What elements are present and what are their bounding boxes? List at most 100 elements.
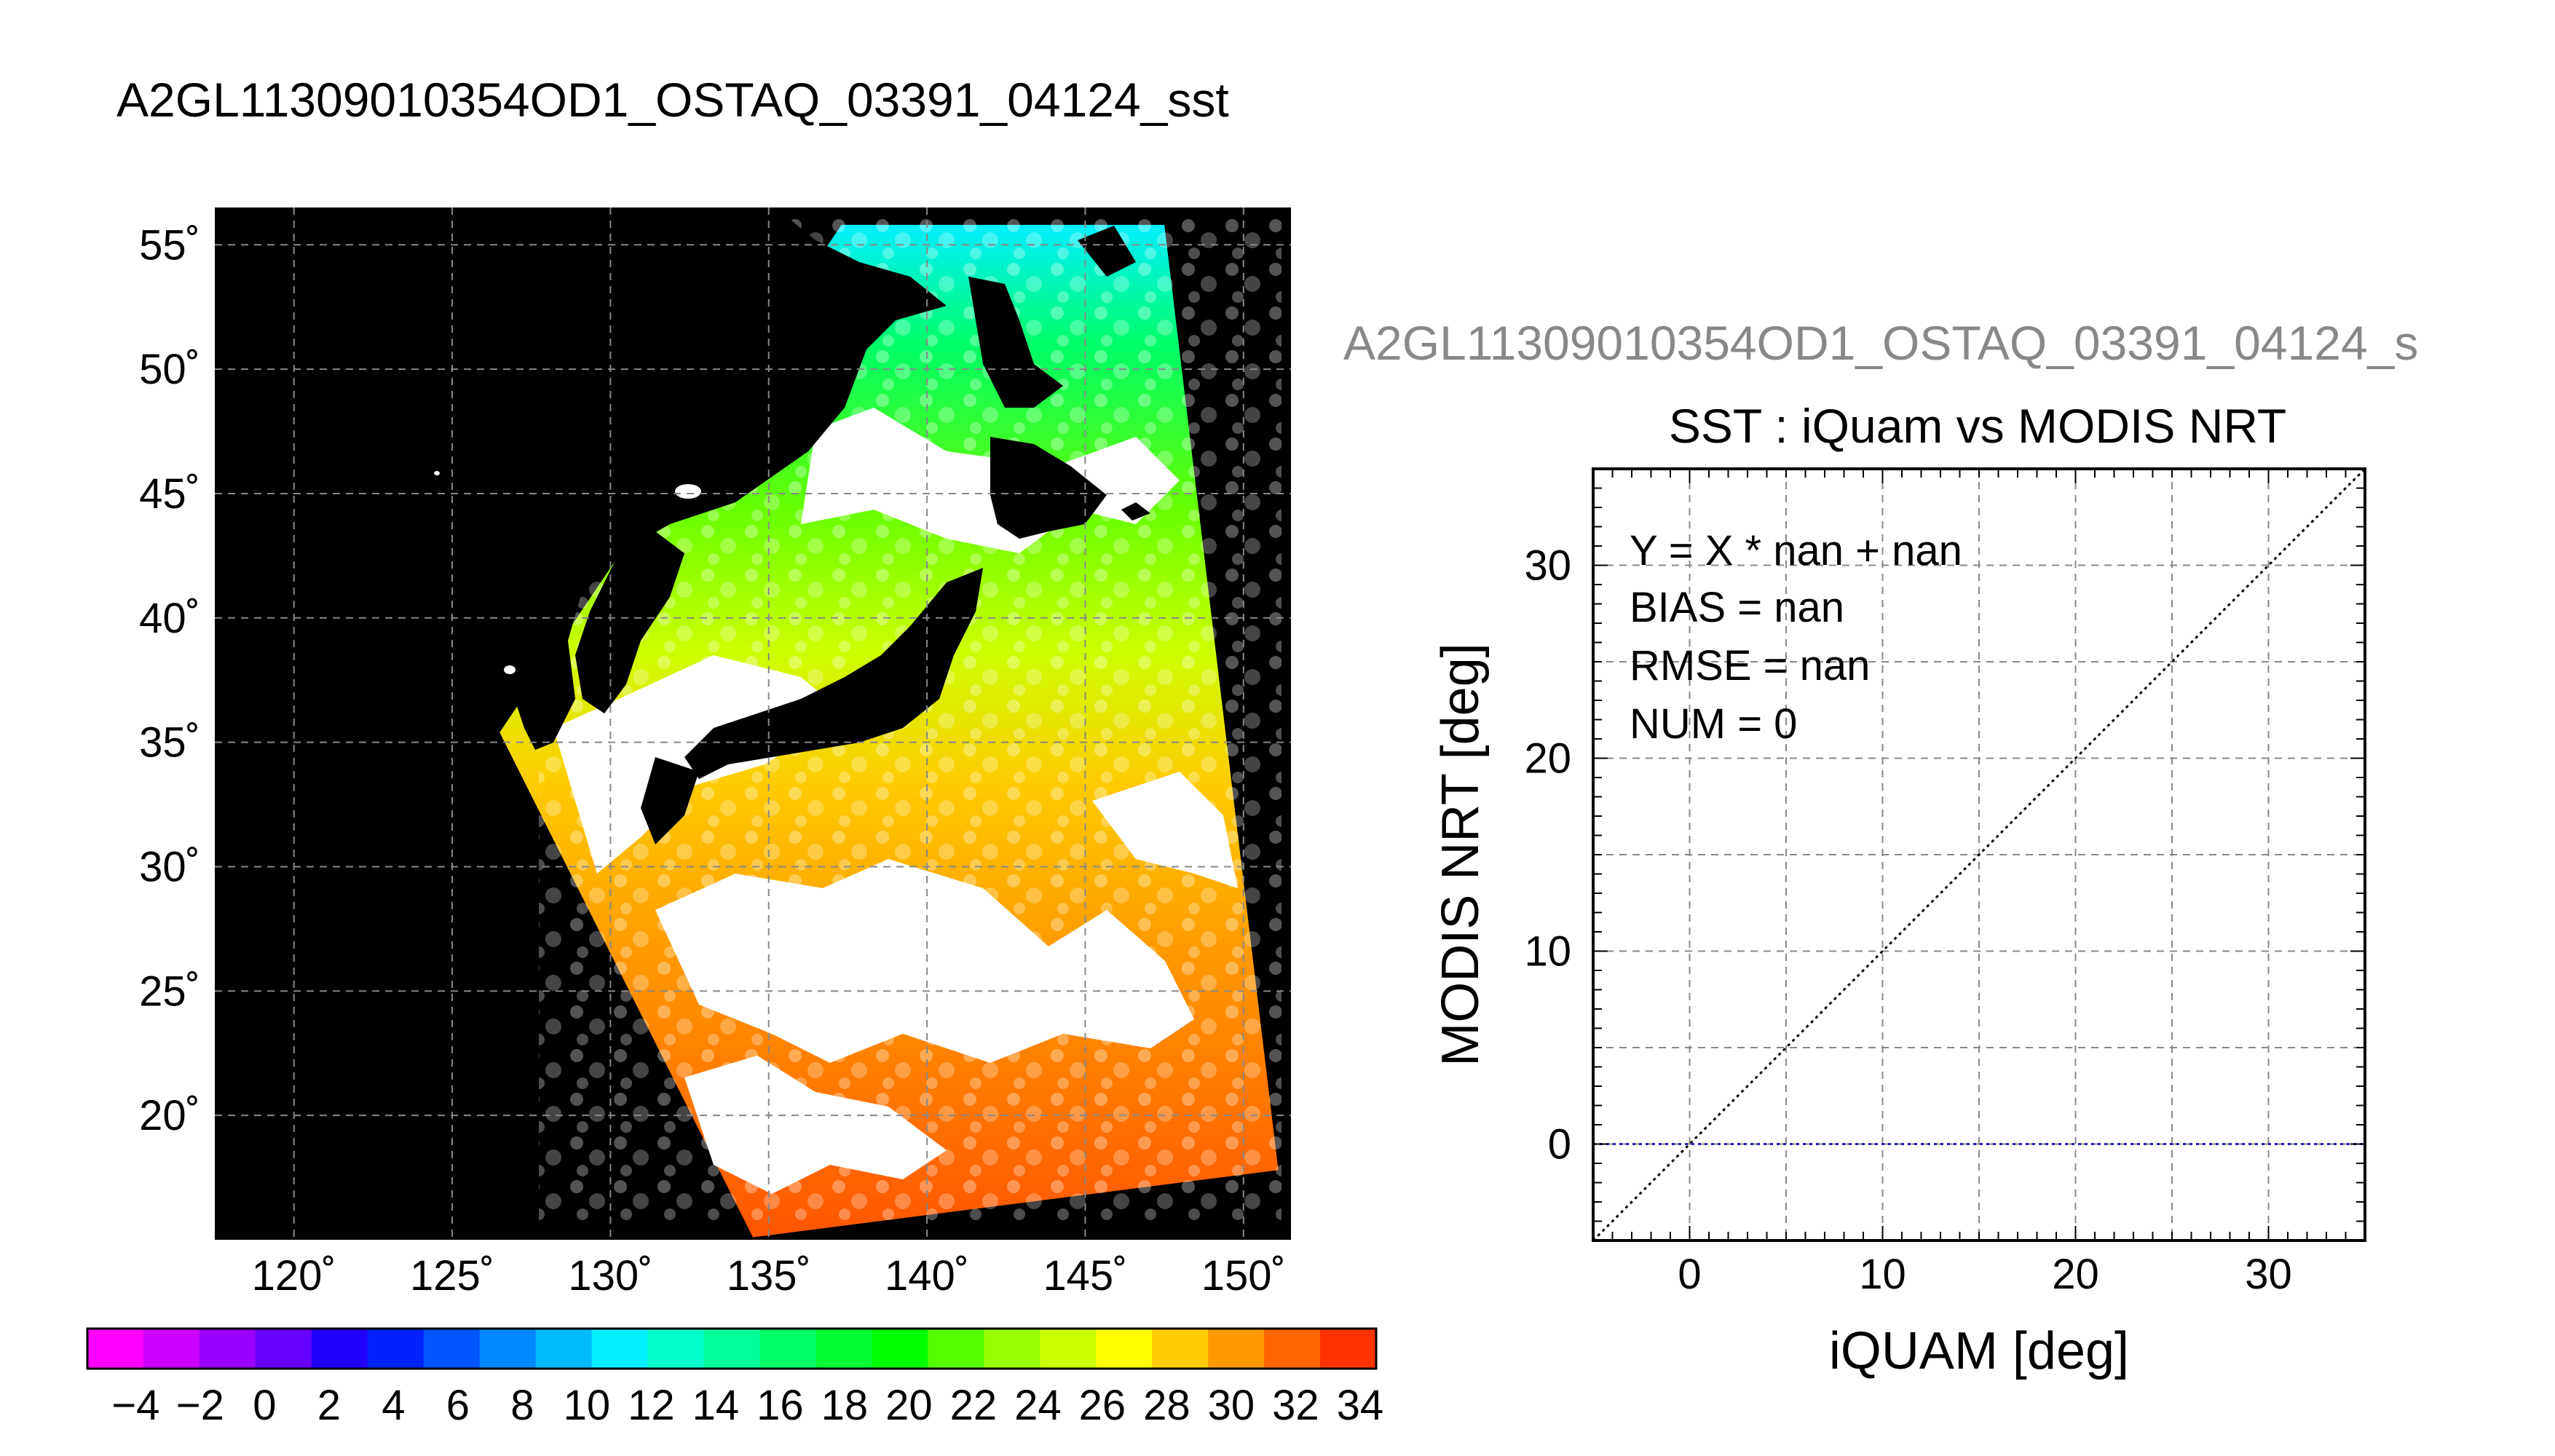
scatter-x-tick-labels: 0 10 20 30 xyxy=(1678,1251,2291,1298)
colorbar-tick-label: 4 xyxy=(382,1382,405,1429)
map-x-tick-label: 150˚ xyxy=(1201,1252,1286,1299)
map-y-tick-label: 30˚ xyxy=(139,843,200,890)
colorbar-tick-label: −2 xyxy=(176,1382,224,1429)
stat-rmse: RMSE = nan xyxy=(1630,642,1870,689)
colorbar-tick-label: 14 xyxy=(692,1382,740,1429)
scatter-title: SST : iQuam vs MODIS NRT xyxy=(1669,399,2286,453)
map-x-tick-label: 135˚ xyxy=(727,1252,811,1299)
stat-fit-equation: Y = X * nan + nan xyxy=(1630,527,1962,574)
colorbar-cell xyxy=(928,1329,984,1369)
map-x-tick-label: 145˚ xyxy=(1043,1252,1127,1299)
colorbar-cells xyxy=(87,1329,1377,1369)
colorbar-tick-label: 10 xyxy=(564,1382,611,1429)
sst-map: 120˚ 125˚ 130˚ 135˚ 140˚ 145˚ 150˚ 20˚ 25˚ 30˚ 35… xyxy=(139,207,1291,1299)
scatter-x-axis-label: iQUAM [deg] xyxy=(1829,1322,2129,1380)
map-x-ticks: 120˚ 125˚ 130˚ 135˚ 140˚ 145˚ 150˚ xyxy=(252,1252,1286,1299)
island-1 xyxy=(675,484,701,499)
map-y-tick-label: 55˚ xyxy=(139,221,200,269)
scatter-frame xyxy=(1592,467,2366,1242)
islands xyxy=(434,471,701,674)
colorbar-tick-label: 8 xyxy=(510,1382,534,1429)
scatter-y-tick-label: 20 xyxy=(1524,735,1571,783)
map-x-tick-label: 130˚ xyxy=(568,1252,652,1299)
colorbar: −4 −2 0 2 4 6 8 10 12 14 16 18 20 22 24 26 28 30 32 34 xyxy=(86,1327,1383,1429)
colorbar-cell xyxy=(1320,1329,1377,1369)
scatter-panel: A2GL11309010354OD1_OSTAQ_03391_04124_s S… xyxy=(1343,316,2418,1380)
colorbar-cell xyxy=(1264,1329,1321,1369)
colorbar-tick-label: 18 xyxy=(821,1382,869,1429)
colorbar-tick-label: 34 xyxy=(1337,1382,1384,1429)
colorbar-tick-label: 0 xyxy=(253,1382,276,1429)
colorbar-cell xyxy=(1096,1329,1153,1369)
map-x-tick-label: 125˚ xyxy=(410,1252,494,1299)
map-x-tick-label: 120˚ xyxy=(252,1252,336,1299)
scatter-x-tick-label: 30 xyxy=(2245,1251,2292,1298)
colorbar-cell xyxy=(199,1329,256,1369)
colorbar-cell xyxy=(647,1329,705,1369)
figure-title: A2GL11309010354OD1_OSTAQ_03391_04124_sst xyxy=(117,73,1229,127)
colorbar-cell xyxy=(1208,1329,1265,1369)
colorbar-tick-label: 24 xyxy=(1014,1382,1062,1429)
land-masses xyxy=(215,207,1150,844)
land-kamchatka-tip xyxy=(1078,226,1136,277)
colorbar-cell xyxy=(759,1329,816,1369)
land-sakhalin xyxy=(968,277,1063,408)
map-y-tick-label: 50˚ xyxy=(139,346,200,393)
scatter-y-tick-label: 30 xyxy=(1524,542,1571,590)
island-3 xyxy=(434,471,440,475)
colorbar-cell xyxy=(1040,1329,1097,1369)
colorbar-tick-label: −4 xyxy=(111,1382,159,1429)
map-y-tick-label: 25˚ xyxy=(139,968,200,1015)
colorbar-cell xyxy=(872,1329,928,1369)
colorbar-tick-label: 26 xyxy=(1079,1382,1126,1429)
colorbar-frame xyxy=(86,1327,1378,1370)
scatter-y-tick-label: 10 xyxy=(1524,928,1571,976)
map-grid xyxy=(215,207,1291,1240)
scatter-y-axis-label: MODIS NRT [deg] xyxy=(1431,643,1490,1067)
colorbar-cell xyxy=(816,1329,872,1369)
one-to-one-line xyxy=(1592,467,2366,1242)
colorbar-cell xyxy=(479,1329,537,1369)
land-asian-continent xyxy=(215,207,947,750)
colorbar-tick-label: 32 xyxy=(1272,1382,1319,1429)
map-x-tick-label: 140˚ xyxy=(885,1252,969,1299)
colorbar-cell xyxy=(311,1329,368,1369)
map-y-tick-label: 45˚ xyxy=(139,470,200,518)
land-hokkaido xyxy=(990,437,1107,539)
colorbar-cell xyxy=(143,1329,200,1369)
scatter-grid xyxy=(1593,469,2365,1241)
colorbar-cell xyxy=(87,1329,144,1369)
colorbar-tick-label: 22 xyxy=(950,1382,998,1429)
scatter-subtitle: A2GL11309010354OD1_OSTAQ_03391_04124_s xyxy=(1343,316,2418,370)
colorbar-labels: −4 −2 0 2 4 6 8 10 12 14 16 18 20 22 24 26 28 30 32 34 xyxy=(111,1382,1383,1429)
colorbar-cell xyxy=(367,1329,424,1369)
colorbar-cell xyxy=(255,1329,312,1369)
colorbar-cell xyxy=(1152,1329,1209,1369)
land-kuriles xyxy=(1121,502,1150,521)
scatter-y-tick-label: 0 xyxy=(1548,1121,1571,1168)
colorbar-tick-label: 28 xyxy=(1143,1382,1190,1429)
colorbar-tick-label: 6 xyxy=(446,1382,470,1429)
colorbar-tick-label: 20 xyxy=(885,1382,933,1429)
scatter-x-tick-label: 0 xyxy=(1678,1251,1701,1298)
map-y-tick-label: 20˚ xyxy=(139,1092,200,1139)
scatter-reference-lines xyxy=(1592,467,2366,1242)
scatter-stats: Y = X * nan + nan BIAS = nan RMSE = nan … xyxy=(1630,527,1962,748)
colorbar-tick-label: 12 xyxy=(628,1382,675,1429)
land-korea xyxy=(575,531,684,713)
colorbar-tick-label: 30 xyxy=(1208,1382,1255,1429)
scatter-x-tick-label: 20 xyxy=(2052,1251,2099,1298)
map-content xyxy=(215,207,1282,1238)
map-y-ticks: 20˚ 25˚ 30˚ 35˚ 40˚ 45˚ 50˚ 55˚ xyxy=(139,221,200,1139)
land-honshu xyxy=(684,568,983,779)
colorbar-cell xyxy=(984,1329,1040,1369)
scatter-y-tick-labels: 0 10 20 30 xyxy=(1524,542,1571,1168)
stat-bias: BIAS = nan xyxy=(1630,584,1844,631)
colorbar-cell xyxy=(703,1329,760,1369)
colorbar-tick-label: 2 xyxy=(317,1382,341,1429)
colorbar-cell xyxy=(423,1329,481,1369)
colorbar-cell xyxy=(535,1329,593,1369)
scatter-x-tick-label: 10 xyxy=(1859,1251,1906,1298)
land-kyushu-shikoku xyxy=(641,757,699,844)
